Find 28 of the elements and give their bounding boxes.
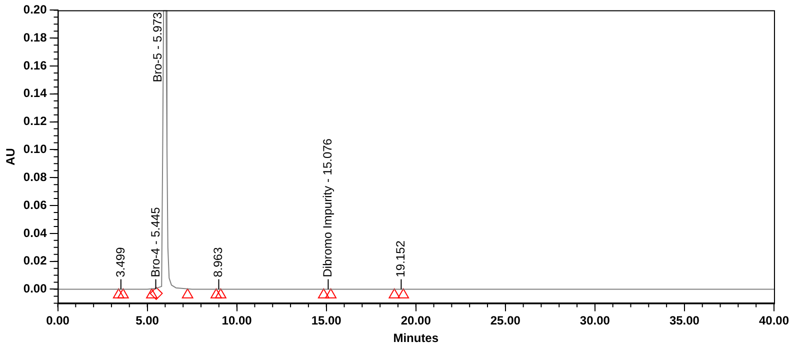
annotation: 3.499 <box>113 246 128 278</box>
x-tick-label: 0.00 <box>46 314 70 328</box>
x-tick-label: 20.00 <box>400 314 432 328</box>
x-tick-label: 25.00 <box>490 314 521 328</box>
y-tick-label: 0.20 <box>23 2 48 17</box>
y-axis-title: AU <box>4 148 18 166</box>
x-tick-label: 5.00 <box>136 314 160 328</box>
x-axis-title: Minutes <box>393 331 439 346</box>
annotation: 19.152 <box>394 240 408 278</box>
x-tick-label: 15.00 <box>311 314 342 328</box>
y-tick-label: 0.02 <box>23 254 48 268</box>
annotation: Bro-4 - 5.445 <box>148 206 162 278</box>
y-tick-label: 0.08 <box>23 170 48 184</box>
annotation: 8.963 <box>211 246 226 278</box>
x-tick-label: 30.00 <box>580 314 610 328</box>
annotation: Bro-5 - 5.973 <box>150 12 165 82</box>
y-tick-label: 0.04 <box>23 226 48 240</box>
x-tick-label: 40.00 <box>758 314 790 328</box>
y-tick-label: 0.06 <box>23 198 48 212</box>
annotation: Dibromo Impurity - 15.076 <box>320 138 335 278</box>
y-tick-label: 0.14 <box>23 86 48 100</box>
y-tick-label: 0.10 <box>23 142 48 156</box>
x-tick-label: 35.00 <box>669 314 700 328</box>
y-tick-label: 0.18 <box>23 30 48 44</box>
y-tick-label: 0.12 <box>23 114 48 128</box>
y-tick-label: 0.16 <box>23 58 48 72</box>
y-tick-label: 0.00 <box>23 282 48 296</box>
x-tick-label: 10.00 <box>222 314 252 328</box>
